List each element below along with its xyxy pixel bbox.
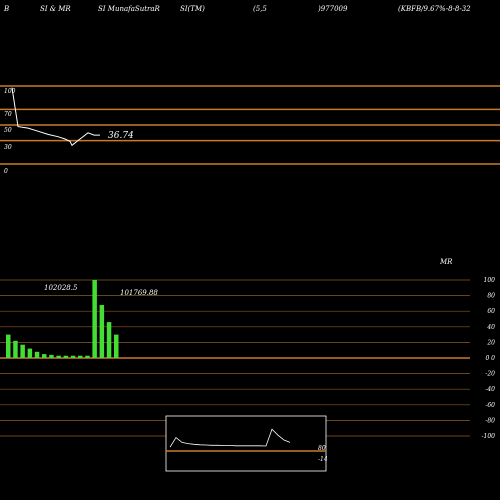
header-item-5: )977009 <box>317 5 348 13</box>
mrsi-bar <box>42 354 47 358</box>
mrsi-bar <box>63 355 69 358</box>
mini-frame <box>165 415 327 472</box>
rsi-tick-label: 30 <box>4 144 12 151</box>
mrsi-bar <box>13 340 18 358</box>
header-item-2: SI MunafaSutraR <box>98 5 161 13</box>
mrsi-bar <box>92 280 97 358</box>
mini-label-0: 80 <box>318 445 326 452</box>
rsi-tick-label: 0 <box>4 168 8 175</box>
rsi-tick-label: 50 <box>4 127 12 134</box>
mrsi-bar <box>27 348 33 358</box>
mrsi-bar <box>106 322 112 358</box>
mrsi-tick-label: -100 <box>482 433 496 440</box>
mrsi-tick-label: 40 <box>486 324 495 331</box>
mrsi-bar <box>56 355 61 358</box>
mrsi-bar <box>6 334 11 358</box>
header-item-4: (5,5 <box>253 5 267 13</box>
header-item-3: SI(TM) <box>180 5 205 13</box>
mrsi-bar <box>78 355 83 358</box>
mrsi-tick-label: -20 <box>485 371 495 378</box>
header: B SI & MR SI MunafaSutraR SI(TM) (5,5 )9… <box>3 5 471 13</box>
mrsi-tick-label: 80 <box>487 293 495 300</box>
header-item-1: SI & MR <box>40 5 71 13</box>
mrsi-bar <box>34 351 40 358</box>
mrsi-bar <box>20 344 25 358</box>
mrsi-bar <box>49 354 54 358</box>
mrsi-bar <box>70 355 76 358</box>
mrsi-annotation-0: 102028.5 <box>44 284 78 292</box>
header-item-0: B <box>3 5 9 13</box>
mini-spacer <box>166 488 326 490</box>
mrsi-tick-label: -40 <box>485 386 495 393</box>
mrsi-tick-label: -60 <box>485 402 495 409</box>
rsi-panel: 100 70 50 30 0 36.74 <box>0 85 500 175</box>
mrsi-tick-label: 100 <box>484 277 496 284</box>
mrsi-bar <box>114 334 119 358</box>
mrsi-bar <box>85 355 90 358</box>
mrsi-panel: MR 100 80 60 40 20 0 0 -20 -40 -60 -80 -100 102028… <box>0 258 495 440</box>
mrsi-title: MR <box>439 258 453 266</box>
header-item-6: (KBFB/9.67%-8-8-32 <box>398 5 471 13</box>
rsi-tick-label: 100 <box>4 88 16 95</box>
mrsi-tick-label: 20 <box>486 339 495 346</box>
mrsi-bar <box>99 305 105 358</box>
mrsi-tick-label: -80 <box>485 417 495 424</box>
rsi-series-line <box>11 87 100 147</box>
rsi-last-value-label: 36.74 <box>108 131 134 141</box>
mini-label-1: -14 <box>318 456 328 463</box>
mrsi-tick-label: 0 0 <box>485 355 495 362</box>
mrsi-tick-label: 60 <box>487 308 495 315</box>
rsi-tick-label: 70 <box>4 111 12 118</box>
mini-panel: 80 -14 <box>165 415 328 490</box>
mrsi-annotation-1: 101769.88 <box>120 289 158 297</box>
mini-series-line <box>169 428 291 448</box>
